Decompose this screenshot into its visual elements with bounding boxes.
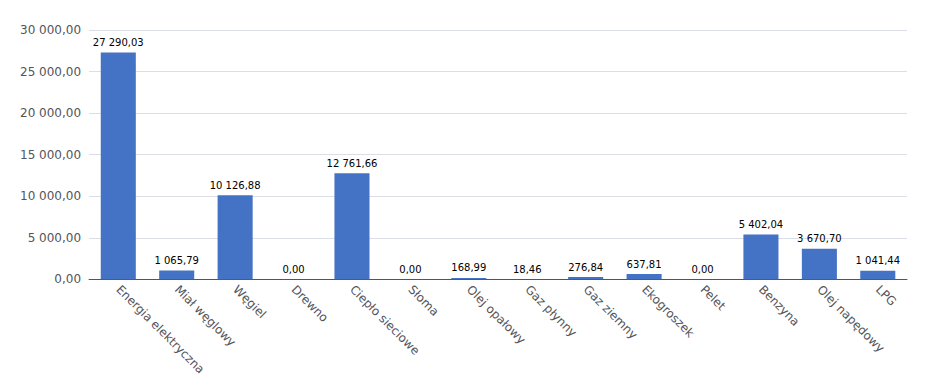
- svg-text:20 000,00: 20 000,00: [20, 106, 81, 120]
- svg-text:1 065,79: 1 065,79: [154, 255, 199, 266]
- svg-text:12 761,66: 12 761,66: [327, 158, 378, 169]
- svg-text:0,00: 0,00: [691, 264, 713, 275]
- svg-text:10 000,00: 10 000,00: [20, 189, 81, 203]
- svg-text:Miał węglowy: Miał węglowy: [172, 282, 239, 349]
- svg-text:15 000,00: 15 000,00: [20, 148, 81, 162]
- svg-text:3 670,70: 3 670,70: [797, 233, 842, 244]
- svg-text:18,46: 18,46: [513, 264, 542, 275]
- svg-text:0,00: 0,00: [282, 264, 304, 275]
- svg-text:Słoma: Słoma: [405, 282, 441, 318]
- svg-text:Energia elektryczna: Energia elektryczna: [113, 282, 208, 377]
- svg-text:10 126,88: 10 126,88: [210, 180, 261, 191]
- svg-text:5 000,00: 5 000,00: [28, 231, 81, 245]
- svg-text:0,00: 0,00: [54, 272, 81, 286]
- svg-text:Benzyna: Benzyna: [756, 282, 802, 328]
- svg-text:276,84: 276,84: [568, 262, 603, 273]
- svg-text:1 041,44: 1 041,44: [856, 255, 901, 266]
- svg-text:Olej napędowy: Olej napędowy: [814, 282, 888, 356]
- svg-text:Ciepło sieciowe: Ciepło sieciowe: [347, 282, 423, 358]
- svg-text:637,81: 637,81: [627, 259, 662, 270]
- svg-text:5 402,04: 5 402,04: [739, 219, 784, 230]
- svg-text:Gaz płynny: Gaz płynny: [522, 282, 579, 339]
- svg-text:30 000,00: 30 000,00: [20, 23, 81, 37]
- svg-text:27 290,03: 27 290,03: [93, 37, 144, 48]
- svg-text:Węgiel: Węgiel: [230, 282, 269, 321]
- svg-text:Olej opałowy: Olej opałowy: [464, 282, 528, 346]
- svg-text:0,00: 0,00: [399, 264, 421, 275]
- svg-text:25 000,00: 25 000,00: [20, 65, 81, 79]
- svg-text:LPG: LPG: [873, 282, 899, 308]
- svg-text:168,99: 168,99: [451, 262, 486, 273]
- svg-text:Drewno: Drewno: [289, 282, 331, 324]
- svg-text:Ekogroszek: Ekogroszek: [639, 282, 697, 340]
- svg-text:Pelet: Pelet: [698, 282, 729, 313]
- svg-text:Gaz ziemny: Gaz ziemny: [581, 282, 640, 341]
